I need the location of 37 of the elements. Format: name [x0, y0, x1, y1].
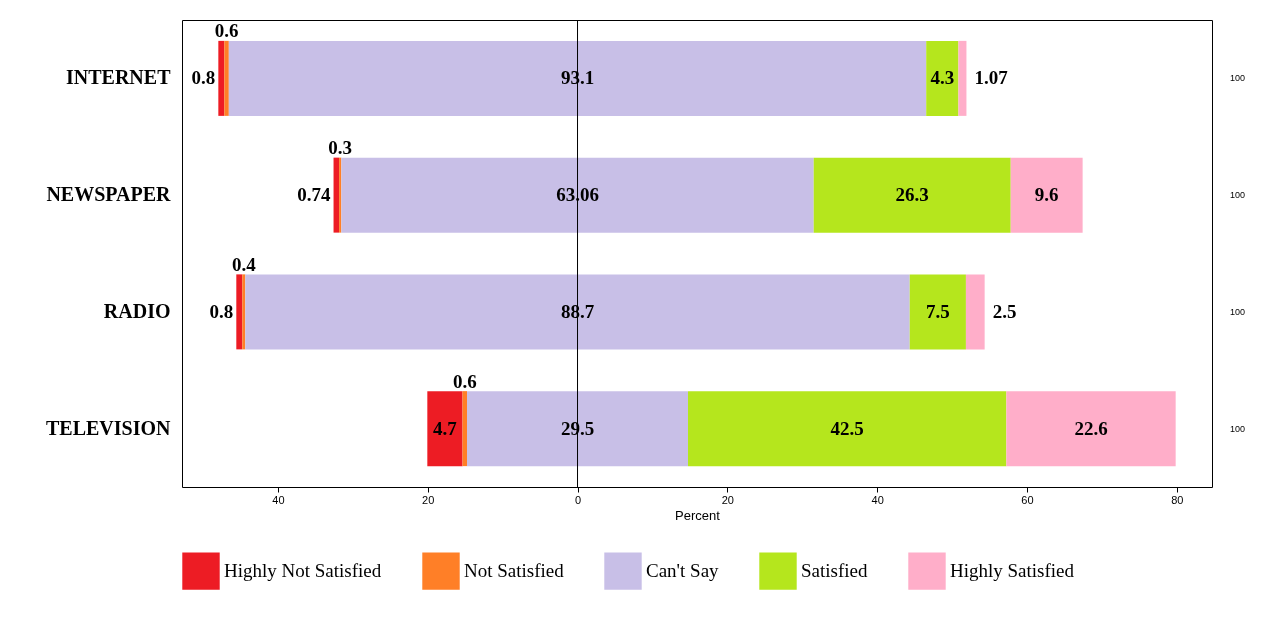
- x-tick-label: 80: [1171, 493, 1184, 506]
- data-label: 26.3: [895, 184, 929, 206]
- data-label: 2.5: [992, 300, 1017, 322]
- y-tick-label: RADIO: [103, 299, 171, 322]
- data-label: 0.6: [452, 370, 477, 392]
- data-label: 0.6: [214, 20, 239, 42]
- x-tick-label: 20: [721, 493, 734, 506]
- y-tick-label: INTERNET: [66, 66, 172, 89]
- y-tick-label: TELEVISION: [46, 416, 172, 439]
- legend-label: Highly Not Satisfied: [224, 560, 382, 582]
- data-label: 0.74: [297, 184, 332, 206]
- legend-label: Can't Say: [646, 560, 720, 582]
- text: 100: [1230, 423, 1246, 434]
- legend-label: Highly Satisfied: [950, 560, 1075, 582]
- data-label: 42.5: [830, 417, 864, 439]
- x-axis-title: Percent: [675, 507, 721, 523]
- data-label: 0.3: [328, 137, 353, 159]
- data-label: 0.8: [191, 67, 216, 89]
- text: 100: [1230, 73, 1246, 84]
- data-label: 22.6: [1074, 417, 1108, 439]
- y-tick-label: NEWSPAPER: [46, 183, 172, 206]
- x-tick-label: 0: [574, 493, 582, 506]
- x-tick-label: 40: [272, 493, 285, 506]
- x-tick-label: 60: [1021, 493, 1034, 506]
- x-tick-label: 20: [422, 493, 435, 506]
- legend-label: Not Satisfied: [464, 560, 565, 582]
- data-label: 0.8: [209, 300, 234, 322]
- data-label: 7.5: [925, 300, 950, 322]
- data-label: 1.07: [974, 67, 1009, 89]
- text: 100: [1230, 306, 1246, 317]
- data-label: 9.6: [1034, 184, 1059, 206]
- data-label: 4.3: [930, 67, 955, 89]
- legend-label: Satisfied: [801, 560, 868, 582]
- data-label: 0.4: [231, 253, 257, 275]
- text: 100: [1230, 190, 1246, 201]
- data-label: 4.7: [433, 417, 458, 439]
- x-tick-label: 40: [871, 493, 884, 506]
